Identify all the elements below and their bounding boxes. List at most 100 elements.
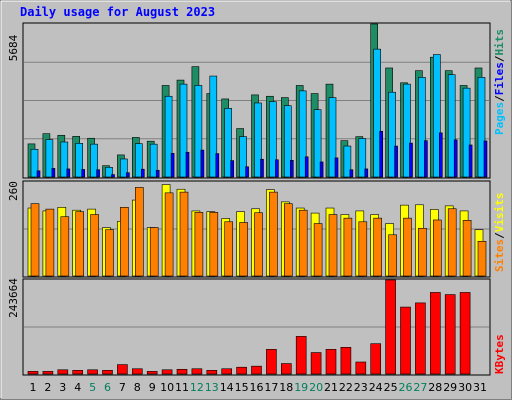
bar-files-9	[149, 143, 158, 178]
bar-sites-19	[298, 209, 308, 277]
x-tick-label: 9	[149, 381, 156, 394]
bar-files-18	[283, 105, 292, 178]
x-tick-label: 22	[339, 381, 353, 394]
bar-kbytes-3	[57, 369, 69, 375]
bar-pages-26	[409, 142, 413, 178]
x-tick-label: 21	[324, 381, 338, 394]
x-tick-label: 10	[160, 381, 174, 394]
x-tick-label: 30	[458, 381, 472, 394]
bar-files-7	[120, 158, 128, 178]
bar-pages-22	[349, 169, 354, 178]
legend-sites: Sites	[493, 239, 506, 272]
x-tick-label: 18	[279, 381, 293, 394]
scale-label-visits: 260	[7, 181, 20, 201]
x-tick-label: 16	[250, 381, 264, 394]
bar-sites-30	[462, 220, 472, 277]
bar-pages-14	[230, 160, 234, 178]
bar-kbytes-17	[266, 349, 277, 375]
bar-files-19	[298, 90, 307, 178]
bar-sites-6	[105, 229, 114, 277]
bar-pages-31	[483, 140, 488, 178]
bar-sites-23	[358, 221, 368, 277]
bar-sites-2	[45, 208, 55, 277]
bar-sites-28	[432, 219, 442, 277]
x-tick-label: 20	[309, 381, 323, 394]
bar-files-16	[254, 102, 262, 178]
x-tick-label: 19	[294, 381, 308, 394]
legend-visits: Visits	[493, 193, 506, 233]
bar-pages-21	[334, 157, 339, 178]
legend-files: Files	[493, 62, 506, 95]
bar-kbytes-12	[191, 368, 203, 375]
x-tick-label: 26	[399, 381, 413, 394]
bar-kbytes-30	[459, 292, 471, 375]
bar-files-14	[224, 108, 232, 178]
scale-label-hits: 5684	[7, 34, 20, 61]
bar-kbytes-24	[370, 343, 382, 375]
bar-kbytes-9	[146, 371, 158, 375]
bar-files-29	[447, 74, 456, 178]
bar-kbytes-14	[221, 368, 232, 375]
bar-sites-15	[239, 222, 248, 277]
x-tick-label: 3	[59, 381, 66, 394]
bar-sites-17	[269, 191, 278, 277]
bar-kbytes-15	[236, 366, 247, 375]
bar-files-15	[239, 136, 247, 178]
bar-sites-25	[388, 234, 397, 277]
bar-files-5	[90, 143, 98, 178]
bar-sites-14	[224, 221, 233, 277]
x-axis-labels: 1 2 3 4 5 6 7 8 9 10 11 12 13 14 15 16 17 18 19 20 21 22 23 24 2…	[30, 381, 488, 394]
bar-files-3	[60, 141, 69, 178]
bar-pages-1	[36, 170, 41, 178]
bar-kbytes-5	[87, 369, 98, 375]
bar-files-28	[432, 54, 441, 178]
bar-kbytes-29	[444, 294, 456, 375]
bar-sites-16	[254, 212, 263, 277]
bar-pages-29	[453, 139, 458, 178]
bar-sites-22	[343, 217, 353, 277]
bar-files-13	[209, 75, 218, 178]
bar-files-26	[403, 83, 411, 178]
bar-pages-8	[141, 168, 145, 178]
bar-pages-5	[96, 169, 100, 178]
bar-kbytes-6	[102, 370, 113, 375]
bar-files-2	[45, 139, 54, 178]
bar-sites-12	[194, 212, 204, 277]
bar-kbytes-10	[161, 369, 173, 375]
x-tick-label: 12	[190, 381, 204, 394]
legend-hits-files-pages: Pages/Files/Hits	[493, 29, 506, 135]
bar-pages-9	[155, 169, 160, 178]
legend-pages: Pages	[493, 102, 506, 135]
bar-kbytes-20	[310, 352, 322, 375]
bar-kbytes-16	[251, 365, 262, 375]
bar-pages-28	[438, 132, 443, 178]
bar-sites-7	[120, 207, 129, 277]
bar-sites-11	[179, 191, 189, 277]
x-tick-label: 17	[264, 381, 278, 394]
bar-sites-31	[477, 240, 487, 277]
bar-kbytes-18	[280, 363, 292, 375]
x-tick-label: 31	[473, 381, 487, 394]
bar-pages-2	[51, 168, 56, 178]
x-tick-label: 2	[44, 381, 51, 394]
bar-pages-30	[468, 144, 473, 178]
legend-sep-1: /	[493, 95, 506, 102]
bar-files-22	[343, 145, 352, 178]
bar-files-1	[30, 148, 39, 178]
bar-pages-18	[289, 160, 294, 178]
bar-files-4	[75, 143, 83, 178]
bar-files-23	[358, 138, 367, 178]
bar-pages-24	[379, 130, 384, 178]
bar-files-25	[388, 91, 396, 178]
bar-kbytes-8	[132, 368, 143, 375]
bar-pages-20	[319, 161, 324, 178]
scale-label-kbytes: 243664	[7, 278, 20, 318]
bar-sites-24	[373, 217, 383, 277]
bar-pages-13	[215, 153, 220, 178]
chart-marks	[24, 23, 489, 375]
x-tick-label: 25	[384, 381, 398, 394]
bar-sites-20	[313, 223, 323, 277]
bar-files-20	[313, 109, 322, 178]
bar-files-24	[373, 48, 382, 178]
bar-sites-5	[90, 214, 99, 277]
